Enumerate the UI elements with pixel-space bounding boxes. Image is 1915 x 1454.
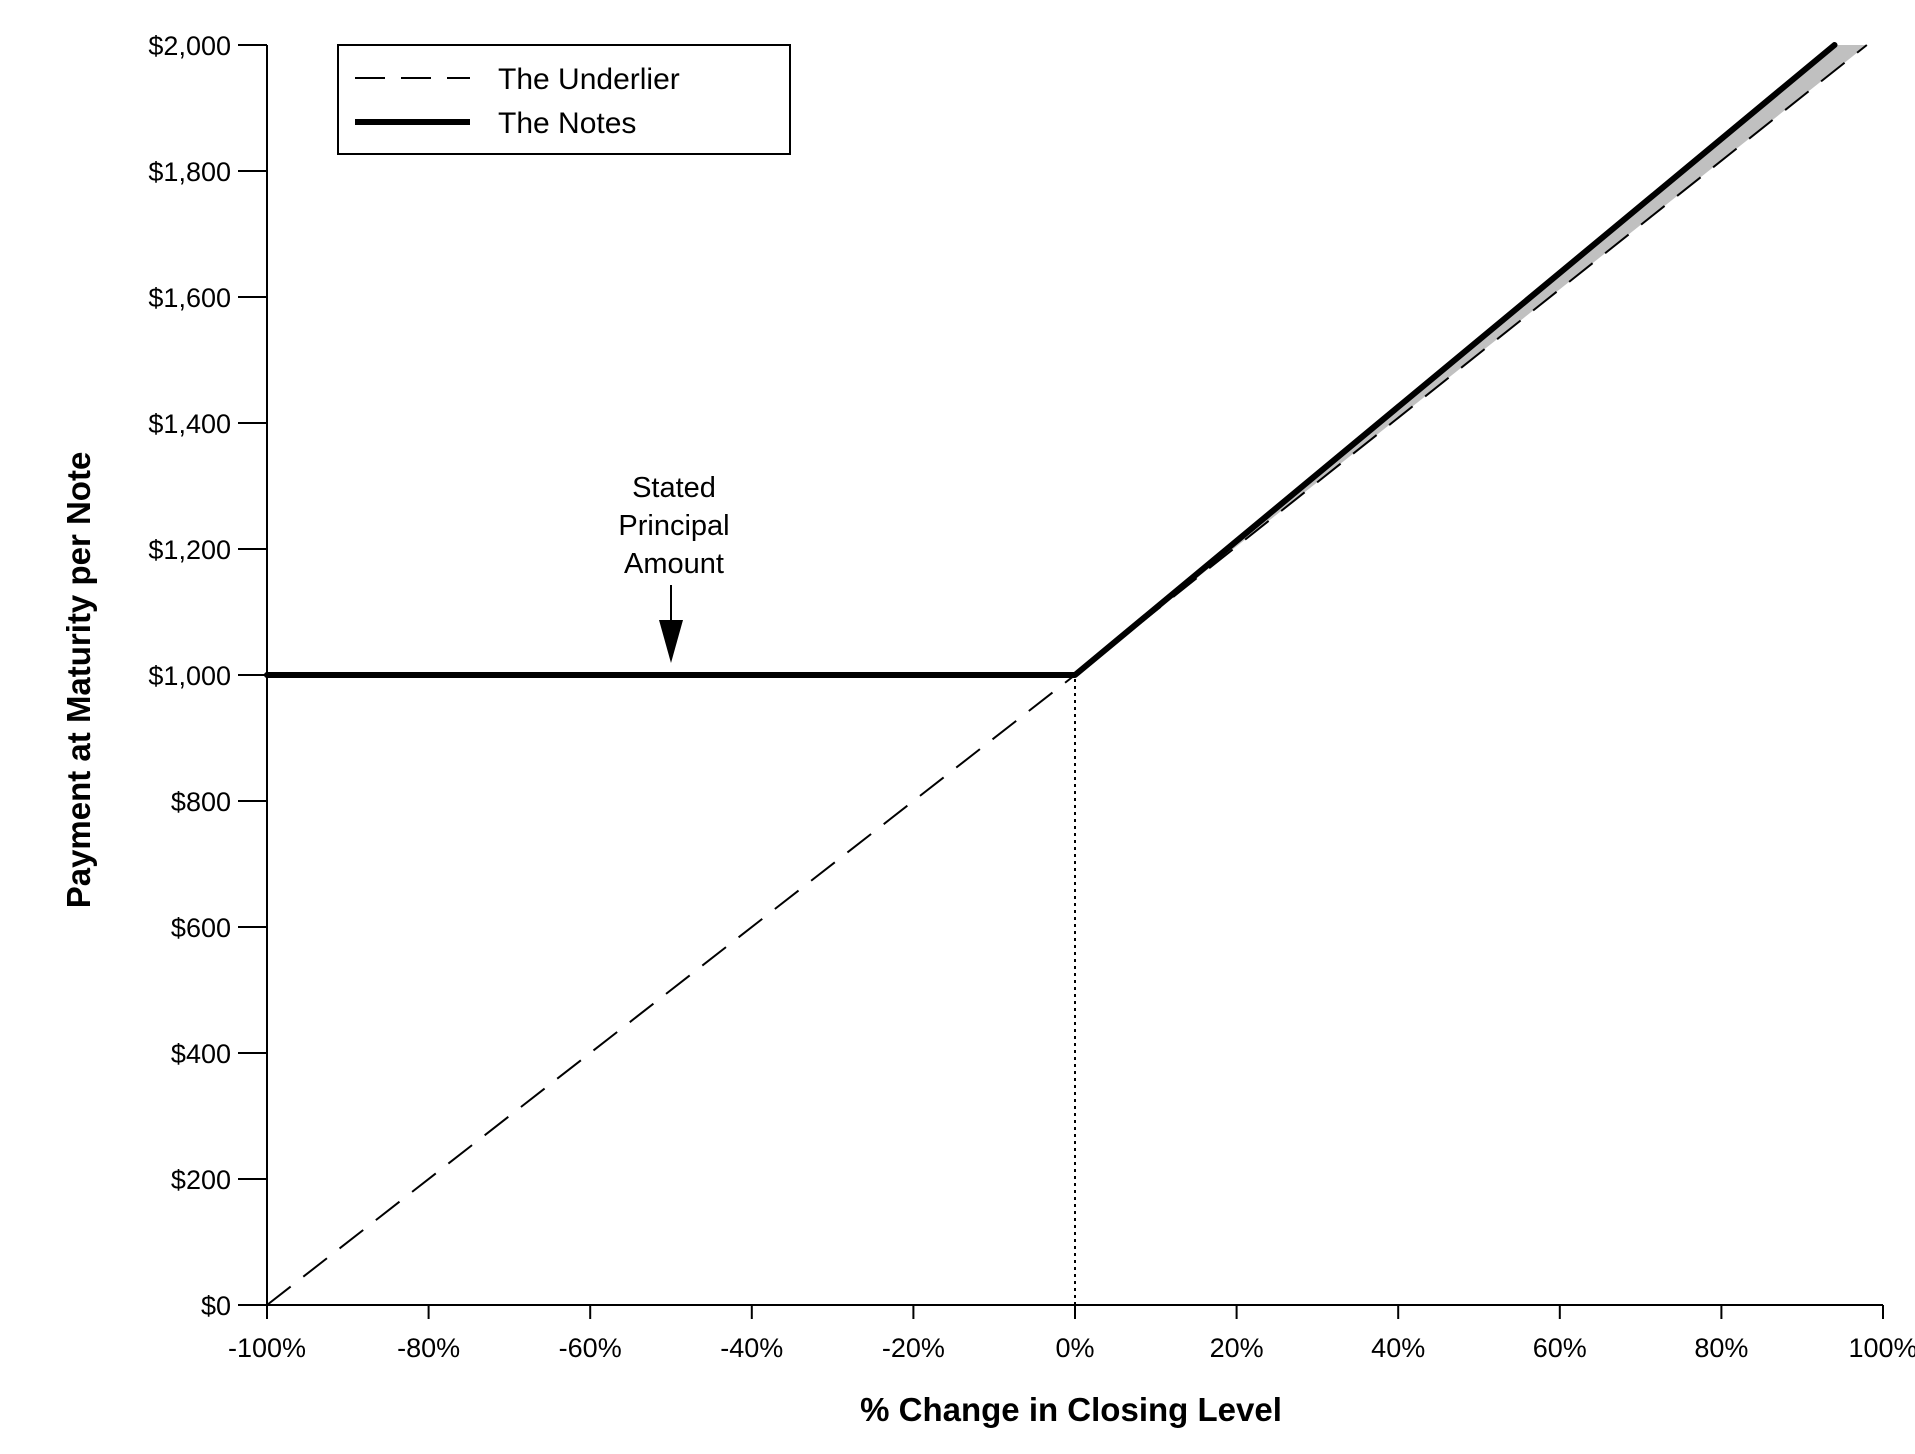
x-tick-label: -60% (559, 1333, 622, 1363)
legend-label-notes: The Notes (498, 107, 636, 140)
annotation-text-line: Principal (618, 510, 729, 542)
x-tick-label: 100% (1848, 1333, 1915, 1363)
y-tick-label: $200 (171, 1165, 231, 1195)
y-tick-label: $2,000 (148, 31, 231, 61)
x-tick-label: -20% (882, 1333, 945, 1363)
series-line-notes (264, 42, 1838, 678)
x-tick-label: -40% (720, 1333, 783, 1363)
ticks-group: $0 $200 $400 $600 $800 $1,000 $1,200 $1,400 $1,6… (148, 31, 1915, 1363)
annotation-text-line: Amount (624, 548, 724, 580)
x-tick-label: 60% (1533, 1333, 1587, 1363)
x-tick-label: 0% (1055, 1333, 1094, 1363)
x-axis-title: % Change in Closing Level (860, 1391, 1282, 1428)
x-tick-label: 80% (1694, 1333, 1748, 1363)
series-group (264, 42, 1868, 1306)
y-tick-label: $1,400 (148, 409, 231, 439)
x-tick-label: -100% (228, 1333, 306, 1363)
legend-label-underlier: The Underlier (498, 63, 680, 96)
annotation-group: Stated Principal Amount (618, 472, 730, 663)
x-tick-label: -80% (397, 1333, 460, 1363)
y-tick-label: $1,000 (148, 661, 231, 691)
y-axis-title: Payment at Maturity per Note (60, 452, 97, 909)
legend: The Underlier The Notes (337, 44, 791, 155)
y-tick-label: $600 (171, 913, 231, 943)
y-tick-label: $800 (171, 787, 231, 817)
x-tick-label: 20% (1210, 1333, 1264, 1363)
x-tick-label: 40% (1371, 1333, 1425, 1363)
y-tick-label: $0 (201, 1291, 231, 1321)
y-tick-label: $1,600 (148, 283, 231, 313)
y-tick-label: $1,200 (148, 535, 231, 565)
annotation-arrow-head (659, 620, 683, 663)
y-tick-label: $1,800 (148, 157, 231, 187)
y-tick-label: $400 (171, 1039, 231, 1069)
annotation-text-line: Stated (632, 472, 716, 504)
legend-box (337, 44, 791, 155)
